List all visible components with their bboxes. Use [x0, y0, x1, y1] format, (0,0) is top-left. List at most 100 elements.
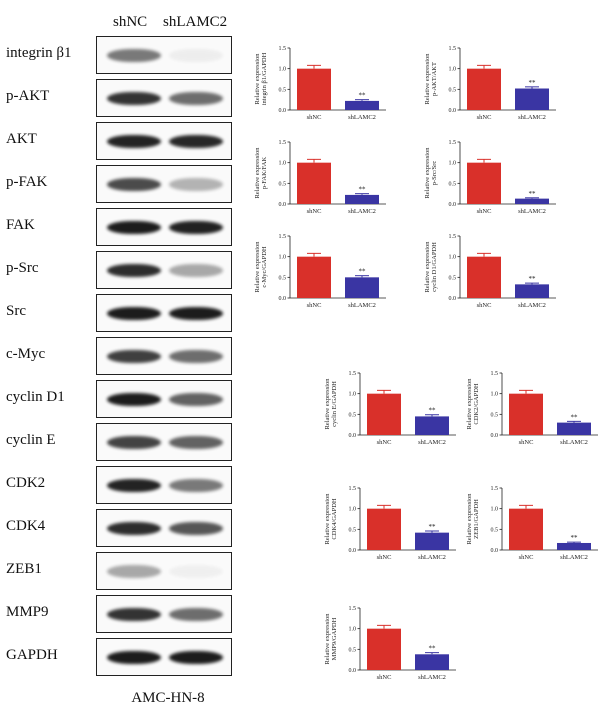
x-tick-label: shNC [307, 302, 322, 309]
y-tick-label: 1.0 [491, 392, 499, 398]
band-shnc [107, 564, 161, 578]
blot-row-label: AKT [6, 131, 37, 147]
blot-row: integrin β1 [0, 36, 245, 76]
y-tick-label: 1.0 [449, 161, 457, 167]
y-axis-label: Relative expression [424, 147, 431, 199]
bar-shlamc2 [515, 284, 549, 298]
blot-row: ZEB1 [0, 552, 245, 592]
bar-shlamc2 [415, 654, 449, 670]
y-axis-label: MMP9/GAPDH [331, 617, 338, 660]
x-tick-label: shNC [307, 114, 322, 121]
band-shlamc2 [169, 263, 223, 277]
y-tick-label: 1.5 [491, 371, 499, 377]
band-shlamc2 [169, 521, 223, 535]
y-tick-label: 1.0 [349, 507, 357, 513]
blot-row: CDK4 [0, 509, 245, 549]
bar-chart: Relative expression p-AKT/AKT 0.0 0.5 1.0 1.5… [418, 40, 578, 132]
x-tick-label: shNC [477, 114, 492, 121]
blot-strip [96, 79, 232, 117]
y-tick-label: 1.5 [279, 234, 287, 240]
bar-shnc [509, 508, 543, 550]
blot-row-label: CDK2 [6, 475, 46, 491]
bar-chart: Relative expression integrin β1/GAPDH 0.0 0… [248, 40, 408, 132]
band-shnc [107, 650, 161, 664]
x-tick-label: shNC [377, 674, 392, 681]
band-shnc [107, 220, 161, 234]
blot-strip [96, 165, 232, 203]
x-tick-label: shNC [519, 554, 534, 561]
blot-row-label: Src [6, 303, 26, 319]
bar-chart: Relative expression p-Src/Src 0.0 0.5 1.0 1.5… [418, 134, 578, 226]
blot-row-label: cyclin D1 [6, 389, 65, 405]
blot-row: MMP9 [0, 595, 245, 635]
y-axis-label: integrin β1/GAPDH [261, 52, 268, 105]
bar-shlamc2 [515, 198, 549, 204]
y-tick-label: 0.5 [279, 87, 287, 93]
blot-strip [96, 638, 232, 676]
y-tick-label: 1.5 [349, 606, 357, 612]
bar-shnc [297, 68, 331, 110]
band-shlamc2 [169, 607, 223, 621]
band-shnc [107, 607, 161, 621]
bar-shnc [467, 68, 501, 110]
y-tick-label: 1.5 [449, 140, 457, 146]
bar-shlamc2 [557, 422, 591, 435]
bar-shnc [467, 256, 501, 298]
y-tick-label: 1.0 [449, 255, 457, 261]
bar-shlamc2 [345, 194, 379, 204]
y-axis-label: p-Src/Src [431, 161, 438, 186]
bar-chart: Relative expression cyclin D1/GAPDH 0.0 0.5… [418, 228, 578, 320]
band-shnc [107, 521, 161, 535]
significance-marker: ** [359, 186, 367, 194]
blot-row-label: integrin β1 [6, 45, 72, 61]
blot-row-label: p-Src [6, 260, 39, 276]
blot-strip [96, 509, 232, 547]
band-shlamc2 [169, 392, 223, 406]
bar-shnc [467, 162, 501, 204]
x-tick-label: shNC [377, 439, 392, 446]
significance-marker: ** [429, 645, 437, 653]
western-blot-panel: shNC shLAMC2 integrin β1 p-AKT AKT p-FAK FAK… [0, 0, 245, 726]
x-tick-label: shNC [377, 554, 392, 561]
blot-row-label: GAPDH [6, 647, 58, 663]
band-shlamc2 [169, 306, 223, 320]
significance-marker: ** [529, 79, 537, 87]
blot-row: FAK [0, 208, 245, 248]
y-tick-label: 0.5 [449, 275, 457, 281]
y-tick-label: 0.0 [279, 108, 287, 114]
band-shnc [107, 177, 161, 191]
x-tick-label: shLAMC2 [418, 554, 446, 561]
y-tick-label: 0.5 [491, 527, 499, 533]
band-shlamc2 [169, 435, 223, 449]
blot-strip [96, 423, 232, 461]
significance-marker: ** [429, 407, 437, 415]
bar-chart-svg: Relative expression c-Myc/GAPDH 0.0 0.5 1.0 1… [254, 234, 386, 309]
y-tick-label: 1.0 [279, 161, 287, 167]
y-axis-label: ZEB1/GAPDH [473, 499, 480, 539]
y-tick-label: 1.0 [449, 67, 457, 73]
band-shlamc2 [169, 564, 223, 578]
bar-chart: Relative expression cyclin E/GAPDH 0.0 0.5 1… [318, 365, 478, 457]
y-tick-label: 1.0 [491, 507, 499, 513]
y-tick-label: 1.0 [279, 67, 287, 73]
bar-chart-svg: Relative expression p-AKT/AKT 0.0 0.5 1.0 1.5… [424, 46, 556, 121]
significance-marker: ** [571, 413, 579, 421]
bar-chart-svg: Relative expression CDK2/GAPDH 0.0 0.5 1.0 1.… [466, 371, 598, 446]
y-tick-label: 0.0 [449, 202, 457, 208]
blot-strip [96, 251, 232, 289]
blot-row-label: c-Myc [6, 346, 46, 362]
band-shnc [107, 91, 161, 105]
blot-row: Src [0, 294, 245, 334]
blot-row-label: FAK [6, 217, 35, 233]
blot-row-label: cyclin E [6, 432, 56, 448]
bar-chart-svg: Relative expression CDK4/GAPDH 0.0 0.5 1.0 1.… [324, 486, 456, 561]
bar-chart-svg: Relative expression ZEB1/GAPDH 0.0 0.5 1.0 1.… [466, 486, 598, 561]
bar-chart: Relative expression CDK4/GAPDH 0.0 0.5 1.0 1.… [318, 480, 478, 572]
y-axis-label: Relative expression [424, 241, 431, 293]
x-tick-label: shNC [477, 302, 492, 309]
bar-shlamc2 [345, 100, 379, 110]
significance-marker: ** [429, 523, 437, 531]
bar-chart: Relative expression c-Myc/GAPDH 0.0 0.5 1.0 1… [248, 228, 408, 320]
cell-line-label: AMC-HN-8 [131, 690, 205, 706]
y-axis-label: cyclin D1/GAPDH [431, 242, 438, 292]
